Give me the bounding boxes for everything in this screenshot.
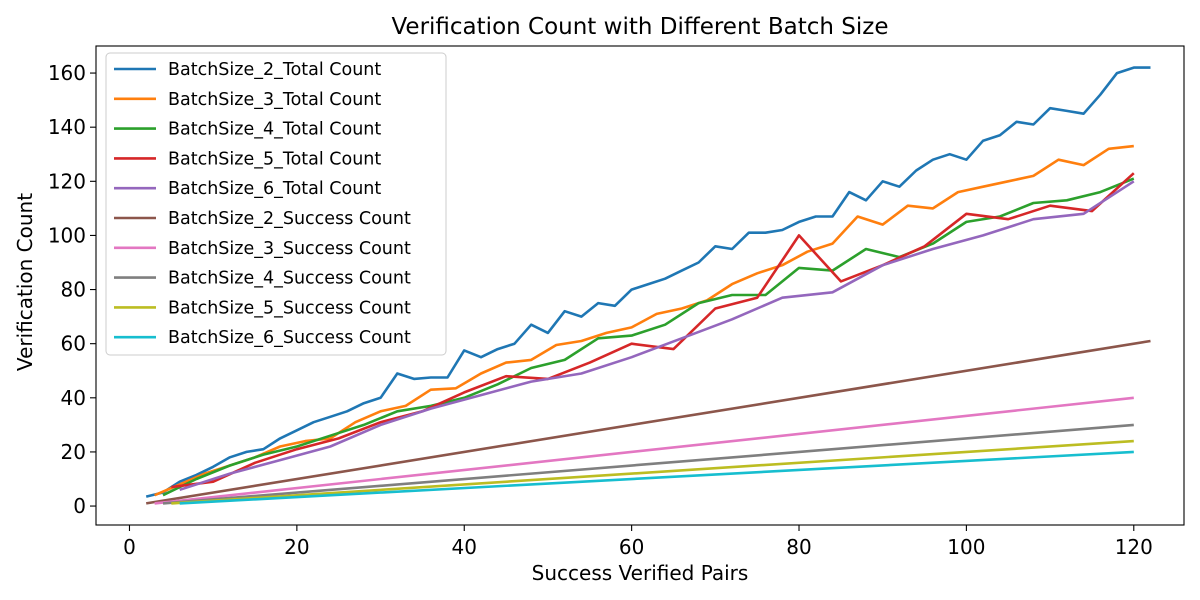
series-lines bbox=[145, 66, 1151, 505]
series-line-6 bbox=[145, 339, 1151, 505]
x-tick-label: 80 bbox=[786, 535, 811, 559]
x-axis-label: Success Verified Pairs bbox=[532, 561, 749, 585]
x-tick-label: 100 bbox=[947, 535, 985, 559]
y-tick-label: 20 bbox=[61, 440, 86, 464]
plot-frame bbox=[95, 45, 1185, 526]
y-tick-label: 100 bbox=[48, 223, 86, 247]
series-line-1 bbox=[145, 66, 1151, 498]
series-line-4 bbox=[171, 172, 1135, 489]
legend-entry-label: BatchSize_3_Success Count bbox=[168, 239, 411, 259]
x-tick-label: 40 bbox=[452, 535, 477, 559]
legend-entry-label: BatchSize_3_Total Count bbox=[168, 90, 381, 110]
y-tick-label: 0 bbox=[73, 494, 86, 518]
chart-title: Verification Count with Different Batch … bbox=[391, 14, 888, 40]
x-tick-label: 0 bbox=[123, 535, 136, 559]
legend-entry-label: BatchSize_6_Success Count bbox=[168, 328, 411, 348]
series-line-3 bbox=[162, 177, 1135, 497]
y-tick-label: 60 bbox=[61, 332, 86, 356]
legend-entry-label: BatchSize_4_Total Count bbox=[168, 120, 381, 140]
y-tick-label: 160 bbox=[48, 61, 86, 85]
series-line-9 bbox=[171, 439, 1134, 505]
series-line-8 bbox=[162, 423, 1134, 505]
series-line-7 bbox=[154, 396, 1134, 505]
y-tick-label: 140 bbox=[48, 115, 86, 139]
plot-area: 0 20 40 60 80 100 120 0 20 40 60 80 100 120 140 160 bbox=[48, 45, 1185, 559]
series-line-10 bbox=[179, 450, 1134, 505]
legend-entry-label: BatchSize_6_Total Count bbox=[168, 179, 381, 199]
legend-entry-label: BatchSize_2_Success Count bbox=[168, 209, 411, 229]
legend: BatchSize_2_Total Count BatchSize_3_Total… bbox=[105, 52, 447, 356]
legend-entry-label: BatchSize_2_Total Count bbox=[168, 60, 381, 80]
x-tick-label: 60 bbox=[619, 535, 644, 559]
series-line-5 bbox=[179, 180, 1135, 492]
legend-entry-label: BatchSize_5_Total Count bbox=[168, 149, 381, 169]
legend-entry-label: BatchSize_5_Success Count bbox=[168, 298, 411, 318]
x-tick-label: 120 bbox=[1115, 535, 1153, 559]
y-tick-label: 80 bbox=[61, 278, 86, 302]
legend-box bbox=[105, 52, 447, 356]
y-axis-label: Verification Count bbox=[13, 193, 37, 371]
y-tick-label: 40 bbox=[61, 386, 86, 410]
x-tick-label: 20 bbox=[284, 535, 309, 559]
legend-entry-label: BatchSize_4_Success Count bbox=[168, 269, 411, 289]
y-tick-label: 120 bbox=[48, 169, 86, 193]
